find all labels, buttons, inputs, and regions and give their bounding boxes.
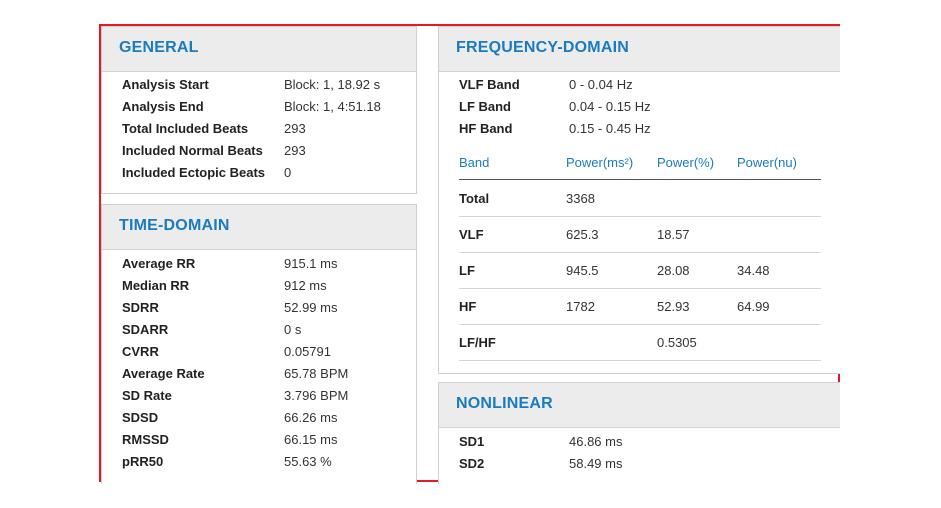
band-row-hf: HF Band 0.15 - 0.45 Hz (459, 118, 829, 140)
nonlinear-row-sd2: SD2 58.49 ms (459, 453, 829, 475)
row-label: Included Ectopic Beats (122, 165, 266, 180)
cell-band: HF (459, 299, 477, 314)
row-label: SD2 (459, 456, 485, 471)
cell-power-ms2: 625.3 (566, 227, 599, 242)
row-label: SDSD (122, 410, 159, 425)
cell-power-percent: 28.08 (657, 263, 690, 278)
nonlinear-panel: NONLINEAR SD1 46.86 ms SD2 58.49 ms (438, 382, 840, 484)
time-row-cvrr: CVRR 0.05791 (122, 341, 412, 363)
general-row-included-normal-beats: Included Normal Beats 293 (122, 140, 412, 162)
cell-power-percent: 0.5305 (657, 335, 697, 350)
time-domain-panel: TIME-DOMAIN Average RR 915.1 ms Median R… (101, 204, 417, 484)
frequency-domain-header: FREQUENCY-DOMAIN (439, 27, 840, 72)
row-value: 0 s (284, 322, 302, 337)
row-value: 915.1 ms (284, 256, 338, 271)
band-label: VLF Band (459, 77, 520, 92)
row-label: RMSSD (122, 432, 169, 447)
cell-band: VLF (459, 227, 484, 242)
time-row-sd-rate: SD Rate 3.796 BPM (122, 385, 412, 407)
row-value: 55.63 % (284, 454, 332, 469)
column-header-power-ms2: Power(ms²) (566, 155, 634, 170)
row-value: 0.05791 (284, 344, 331, 359)
time-domain-title: TIME-DOMAIN (119, 217, 230, 234)
band-row-lf: LF Band 0.04 - 0.15 Hz (459, 96, 829, 118)
cell-power-nu: 64.99 (737, 299, 770, 314)
row-value: 0 (284, 165, 292, 180)
row-value: 293 (284, 143, 306, 158)
row-value: 3.796 BPM (284, 388, 349, 403)
table-row: HF 1782 52.93 64.99 (459, 288, 821, 325)
general-row-analysis-start: Analysis Start Block: 1, 18.92 s (122, 74, 412, 96)
row-label: SD Rate (122, 388, 172, 403)
column-header-band: Band (459, 155, 490, 170)
cell-power-nu: 34.48 (737, 263, 770, 278)
table-row: Total 3368 (459, 180, 821, 217)
general-panel: GENERAL Analysis Start Block: 1, 18.92 s… (101, 26, 417, 194)
row-label: Included Normal Beats (122, 143, 263, 158)
band-row-vlf: VLF Band 0 - 0.04 Hz (459, 74, 829, 96)
cell-power-ms2: 3368 (566, 191, 595, 206)
band-label: HF Band (459, 121, 513, 136)
band-range: 0.04 - 0.15 Hz (569, 99, 651, 114)
column-header-power-nu: Power(nu) (737, 155, 797, 170)
row-value: 293 (284, 121, 306, 136)
row-value: 46.86 ms (569, 434, 623, 449)
time-row-prr50: pRR50 55.63 % (122, 451, 412, 473)
general-row-analysis-end: Analysis End Block: 1, 4:51.18 (122, 96, 412, 118)
band-label: LF Band (459, 99, 511, 114)
cell-band: Total (459, 191, 490, 206)
time-row-sdrr: SDRR 52.99 ms (122, 297, 412, 319)
row-value: Block: 1, 18.92 s (284, 77, 381, 92)
row-value: 52.99 ms (284, 300, 338, 315)
nonlinear-header: NONLINEAR (439, 383, 840, 428)
row-value: 65.78 BPM (284, 366, 349, 381)
row-label: Total Included Beats (122, 121, 249, 136)
row-label: Average RR (122, 256, 196, 271)
cell-band: LF (459, 263, 475, 278)
column-header-power-percent: Power(%) (657, 155, 715, 170)
report-frame: GENERAL Analysis Start Block: 1, 18.92 s… (99, 24, 840, 484)
table-row: LF 945.5 28.08 34.48 (459, 252, 821, 289)
time-row-rmssd: RMSSD 66.15 ms (122, 429, 412, 451)
table-row: LF/HF 0.5305 (459, 324, 821, 361)
row-label: Median RR (122, 278, 190, 293)
row-value: 66.26 ms (284, 410, 338, 425)
row-label: SD1 (459, 434, 485, 449)
table-row: VLF 625.3 18.57 (459, 216, 821, 253)
time-row-average-rr: Average RR 915.1 ms (122, 253, 412, 275)
row-label: Analysis Start (122, 77, 209, 92)
general-row-included-ectopic-beats: Included Ectopic Beats 0 (122, 162, 412, 184)
row-value: 912 ms (284, 278, 327, 293)
row-value: 66.15 ms (284, 432, 338, 447)
time-row-median-rr: Median RR 912 ms (122, 275, 412, 297)
cell-power-ms2: 1782 (566, 299, 595, 314)
power-table-header: Band Power(ms²) Power(%) Power(nu) (459, 147, 821, 180)
row-label: pRR50 (122, 454, 164, 469)
general-row-total-included-beats: Total Included Beats 293 (122, 118, 412, 140)
time-row-sdarr: SDARR 0 s (122, 319, 412, 341)
frequency-domain-title: FREQUENCY-DOMAIN (456, 39, 629, 56)
time-domain-header: TIME-DOMAIN (102, 205, 416, 250)
cell-power-percent: 52.93 (657, 299, 690, 314)
row-label: SDARR (122, 322, 169, 337)
general-title: GENERAL (119, 39, 199, 56)
general-header: GENERAL (102, 27, 416, 72)
row-label: Average Rate (122, 366, 205, 381)
time-row-sdsd: SDSD 66.26 ms (122, 407, 412, 429)
band-range: 0 - 0.04 Hz (569, 77, 633, 92)
cell-power-ms2: 945.5 (566, 263, 599, 278)
band-range: 0.15 - 0.45 Hz (569, 121, 651, 136)
row-label: Analysis End (122, 99, 204, 114)
cell-band: LF/HF (459, 335, 496, 350)
nonlinear-row-sd1: SD1 46.86 ms (459, 431, 829, 453)
row-value: 58.49 ms (569, 456, 623, 471)
nonlinear-title: NONLINEAR (456, 395, 553, 412)
row-value: Block: 1, 4:51.18 (284, 99, 381, 114)
row-label: CVRR (122, 344, 159, 359)
row-label: SDRR (122, 300, 159, 315)
time-row-average-rate: Average Rate 65.78 BPM (122, 363, 412, 385)
frequency-domain-panel: FREQUENCY-DOMAIN VLF Band 0 - 0.04 Hz LF… (438, 26, 840, 374)
cell-power-percent: 18.57 (657, 227, 690, 242)
